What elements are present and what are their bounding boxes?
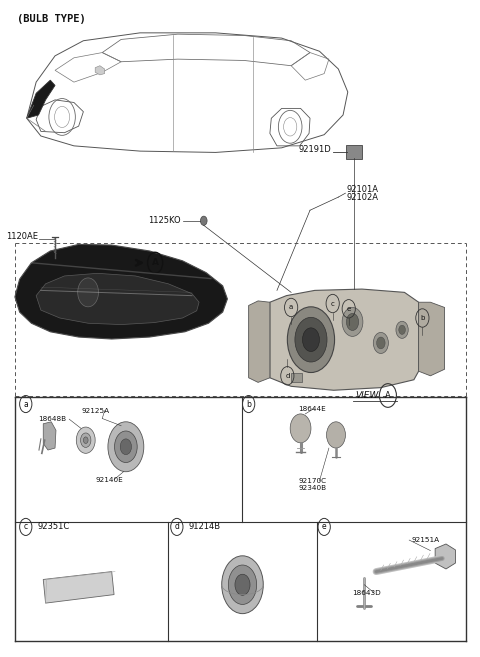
- Circle shape: [326, 422, 346, 448]
- Text: 1120AE: 1120AE: [7, 232, 38, 241]
- Text: b: b: [420, 315, 425, 321]
- Text: a: a: [289, 304, 293, 311]
- Circle shape: [120, 439, 132, 455]
- Text: d: d: [285, 373, 289, 379]
- Text: A: A: [152, 258, 159, 267]
- Text: A: A: [385, 391, 391, 400]
- Text: a: a: [24, 399, 28, 409]
- FancyBboxPatch shape: [347, 145, 362, 159]
- Polygon shape: [435, 544, 456, 569]
- Text: 92125A: 92125A: [81, 407, 109, 414]
- Text: c: c: [24, 522, 28, 532]
- Text: 91214B: 91214B: [188, 522, 220, 532]
- Text: 92340B: 92340B: [298, 485, 326, 491]
- Circle shape: [373, 332, 388, 353]
- Circle shape: [76, 427, 95, 453]
- Circle shape: [81, 433, 91, 447]
- Circle shape: [290, 414, 311, 443]
- Circle shape: [115, 431, 137, 463]
- Polygon shape: [419, 302, 444, 376]
- Circle shape: [295, 317, 327, 362]
- Text: 18643D: 18643D: [352, 589, 381, 596]
- Circle shape: [399, 325, 406, 334]
- Text: e: e: [322, 522, 326, 532]
- Circle shape: [396, 321, 408, 338]
- FancyBboxPatch shape: [291, 373, 302, 382]
- Text: (BULB TYPE): (BULB TYPE): [17, 14, 86, 24]
- Text: VIEW: VIEW: [355, 391, 378, 400]
- Circle shape: [235, 574, 250, 595]
- Circle shape: [84, 437, 88, 443]
- Circle shape: [288, 307, 335, 373]
- Text: 92351C: 92351C: [37, 522, 69, 532]
- Text: 92101A: 92101A: [347, 185, 379, 194]
- Text: 92151A: 92151A: [411, 537, 440, 543]
- Text: 92170C: 92170C: [298, 478, 326, 484]
- Text: e: e: [347, 306, 351, 312]
- Text: b: b: [246, 399, 251, 409]
- Polygon shape: [27, 80, 55, 118]
- Text: 18644E: 18644E: [298, 405, 326, 412]
- Circle shape: [108, 422, 144, 472]
- Text: 92140E: 92140E: [95, 476, 123, 483]
- Circle shape: [201, 216, 207, 225]
- Text: c: c: [331, 300, 335, 307]
- Text: 18648B: 18648B: [38, 416, 67, 422]
- Text: 92191D: 92191D: [299, 145, 331, 154]
- Polygon shape: [36, 273, 199, 325]
- Circle shape: [228, 565, 257, 604]
- Polygon shape: [95, 66, 105, 75]
- Text: d: d: [174, 522, 180, 532]
- Circle shape: [78, 278, 98, 307]
- Circle shape: [342, 307, 363, 336]
- Polygon shape: [43, 422, 56, 450]
- Polygon shape: [249, 301, 270, 382]
- Circle shape: [222, 556, 263, 614]
- Circle shape: [377, 337, 385, 349]
- Text: 92102A: 92102A: [347, 193, 379, 202]
- Text: 1125KO: 1125KO: [148, 216, 181, 225]
- Polygon shape: [43, 572, 114, 603]
- Circle shape: [302, 328, 320, 351]
- Polygon shape: [270, 289, 419, 390]
- Polygon shape: [15, 244, 228, 339]
- Circle shape: [347, 313, 359, 330]
